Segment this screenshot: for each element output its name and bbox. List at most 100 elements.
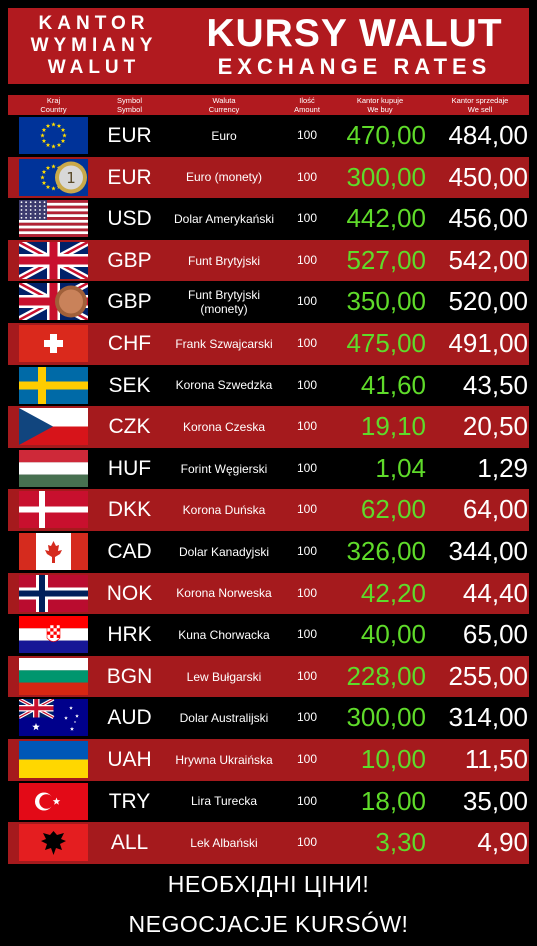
eu-coin-flag-icon: 1	[19, 158, 88, 196]
currency-quantity: 100	[296, 835, 318, 850]
sell-rate: 491,00	[448, 327, 528, 358]
currency-quantity: 100	[296, 751, 318, 766]
buy-rate: 62,00	[360, 494, 426, 525]
currency-quantity: 100	[296, 128, 318, 142]
currency-name: Korona Norweska	[168, 573, 280, 615]
currency-name-text: Funt Brytyjski	[187, 253, 260, 268]
rate-row-gbp: GBP Funt Brytyjski (monety) 100 350,00 520,0…	[8, 281, 529, 323]
sell-rate: 11,50	[464, 743, 528, 774]
buy-rate: 41,60	[360, 369, 426, 400]
australia-flag-icon	[19, 699, 88, 737]
buy-rate: 442,00	[346, 203, 426, 234]
currency-name-text: Lew Bułgarski	[186, 669, 262, 684]
currency-symbol: UAH	[107, 747, 152, 771]
currency-quantity: 100	[296, 627, 318, 642]
canada-flag-icon	[19, 532, 88, 570]
currency-name: Funt Brytyjski (monety)	[168, 281, 280, 323]
buy-rate: 42,20	[360, 577, 426, 608]
buy-rate: 300,00	[346, 161, 426, 192]
rate-row-cad: CAD Dolar Kanadyjski 100 326,00 344,00	[8, 530, 529, 573]
currency-name-text: Dolar Kanadyjski	[178, 544, 270, 559]
currency-symbol: EUR	[107, 124, 152, 147]
currency-name: Korona Czeska	[168, 406, 280, 448]
svg-text:1: 1	[66, 169, 76, 187]
sell-rate: 456,00	[448, 203, 528, 234]
rate-row-aud: AUD Dolar Australijski 100 300,00 314,00	[8, 697, 529, 739]
uk-flag-icon	[19, 241, 88, 279]
us-flag-icon	[19, 200, 88, 238]
page-subtitle: EXCHANGE RATES	[217, 54, 492, 79]
col-symbol-pl: Symbol	[116, 96, 142, 105]
col-currency: Waluta Currency	[168, 96, 280, 114]
currency-name: Dolar Australijski	[168, 697, 280, 739]
rate-row-huf: HUF Forint Węgierski 100 1,04 1,29	[8, 447, 529, 490]
header-left-line-2: WYMIANY	[30, 35, 158, 56]
currency-name-text: Euro (monety)	[185, 170, 263, 185]
sell-rate: 43,50	[462, 369, 528, 400]
sell-rate: 314,00	[448, 702, 528, 733]
rate-row-czk: CZK Korona Czeska 100 19,10 20,50	[8, 406, 529, 448]
uk-coin-flag-icon	[19, 283, 88, 321]
currency-name-text: Forint Węgierski	[180, 461, 268, 476]
footer-line-1: НЕОБХІДНІ ЦІНИ!	[167, 871, 370, 897]
currency-name-text: Lek Albański	[190, 835, 258, 850]
sell-rate: 65,00	[462, 619, 528, 650]
header-left-line-1: KANTOR	[38, 13, 150, 34]
rate-row-gbp: GBP Funt Brytyjski 100 527,00 542,00	[8, 239, 529, 282]
currency-quantity: 100	[296, 585, 318, 600]
sell-rate: 520,00	[448, 286, 528, 317]
currency-symbol: GBP	[107, 290, 152, 314]
buy-rate: 10,00	[360, 743, 426, 774]
currency-symbol: TRY	[108, 789, 151, 813]
switzerland-flag-icon	[19, 324, 88, 362]
page-title: KURSY WALUT	[206, 12, 503, 55]
currency-name: Frank Szwajcarski	[168, 323, 280, 365]
sell-rate: 4,90	[477, 827, 528, 858]
col-country: Kraj Country	[19, 96, 88, 114]
buy-rate: 19,10	[360, 411, 426, 442]
col-currency-pl: Waluta	[212, 96, 236, 105]
col-sell-pl: Kantor sprzedaje	[451, 96, 509, 105]
currency-name-text: Korona Duńska	[182, 503, 266, 518]
currency-quantity: 100	[296, 252, 318, 267]
currency-name: Lew Bułgarski	[168, 656, 280, 698]
sweden-flag-icon	[19, 366, 88, 404]
currency-quantity: 100	[296, 335, 318, 350]
sell-rate: 64,00	[462, 494, 528, 525]
currency-name: Korona Duńska	[168, 489, 280, 531]
rates-table: EUR Euro 100 470,00 484,00 1 EUR Euro (monety) 1…	[8, 115, 529, 864]
rate-row-uah: UAH Hrywna Ukraińska 100 10,00 11,50	[8, 738, 529, 781]
currency-name: Dolar Kanadyjski	[168, 531, 280, 573]
currency-quantity: 100	[296, 460, 318, 475]
currency-symbol: NOK	[106, 581, 153, 605]
footer-line-2: NEGOCJACJE KURSÓW!	[128, 911, 409, 937]
currency-name-text: Dolar Amerykański	[173, 211, 275, 226]
buy-rate: 18,00	[360, 785, 426, 816]
rate-row-sek: SEK Korona Szwedzka 100 41,60 43,50	[8, 364, 529, 407]
column-header-bar: Kraj Country Symbol Symbol Waluta Curren…	[8, 95, 529, 115]
sell-rate: 255,00	[448, 660, 528, 691]
header-banner: KANTOR WYMIANY WALUT KURSY WALUT EXCHANG…	[8, 8, 529, 84]
currency-quantity: 100	[296, 419, 318, 434]
buy-rate: 326,00	[346, 535, 426, 566]
currency-name-text: Frank Szwajcarski	[175, 336, 273, 351]
rate-row-usd: USD Dolar Amerykański 100 442,00 456,00	[8, 198, 529, 240]
col-quantity: Ilość Amount	[284, 96, 330, 114]
currency-name-text: Korona Czeska	[182, 419, 266, 434]
col-buy: Kantor kupuje We buy	[334, 96, 426, 114]
currency-symbol: USD	[107, 207, 152, 231]
col-quantity-en: Amount	[294, 105, 320, 114]
turkey-flag-icon	[19, 782, 88, 820]
rate-row-hrk: HRK Kuna Chorwacka 100 40,00 65,00	[8, 614, 529, 656]
rate-row-nok: NOK Korona Norweska 100 42,20 44,40	[8, 572, 529, 615]
col-sell: Kantor sprzedaje We sell	[432, 96, 528, 114]
currency-symbol: BGN	[106, 664, 153, 688]
croatia-flag-icon	[19, 616, 88, 654]
sell-rate: 20,50	[462, 411, 528, 442]
col-symbol: Symbol Symbol	[96, 96, 163, 114]
currency-name: Dolar Amerykański	[168, 198, 280, 240]
buy-rate: 1,04	[375, 452, 426, 483]
currency-symbol: GBP	[107, 248, 152, 272]
currency-quantity: 100	[296, 668, 318, 683]
czech-flag-icon	[19, 408, 88, 446]
